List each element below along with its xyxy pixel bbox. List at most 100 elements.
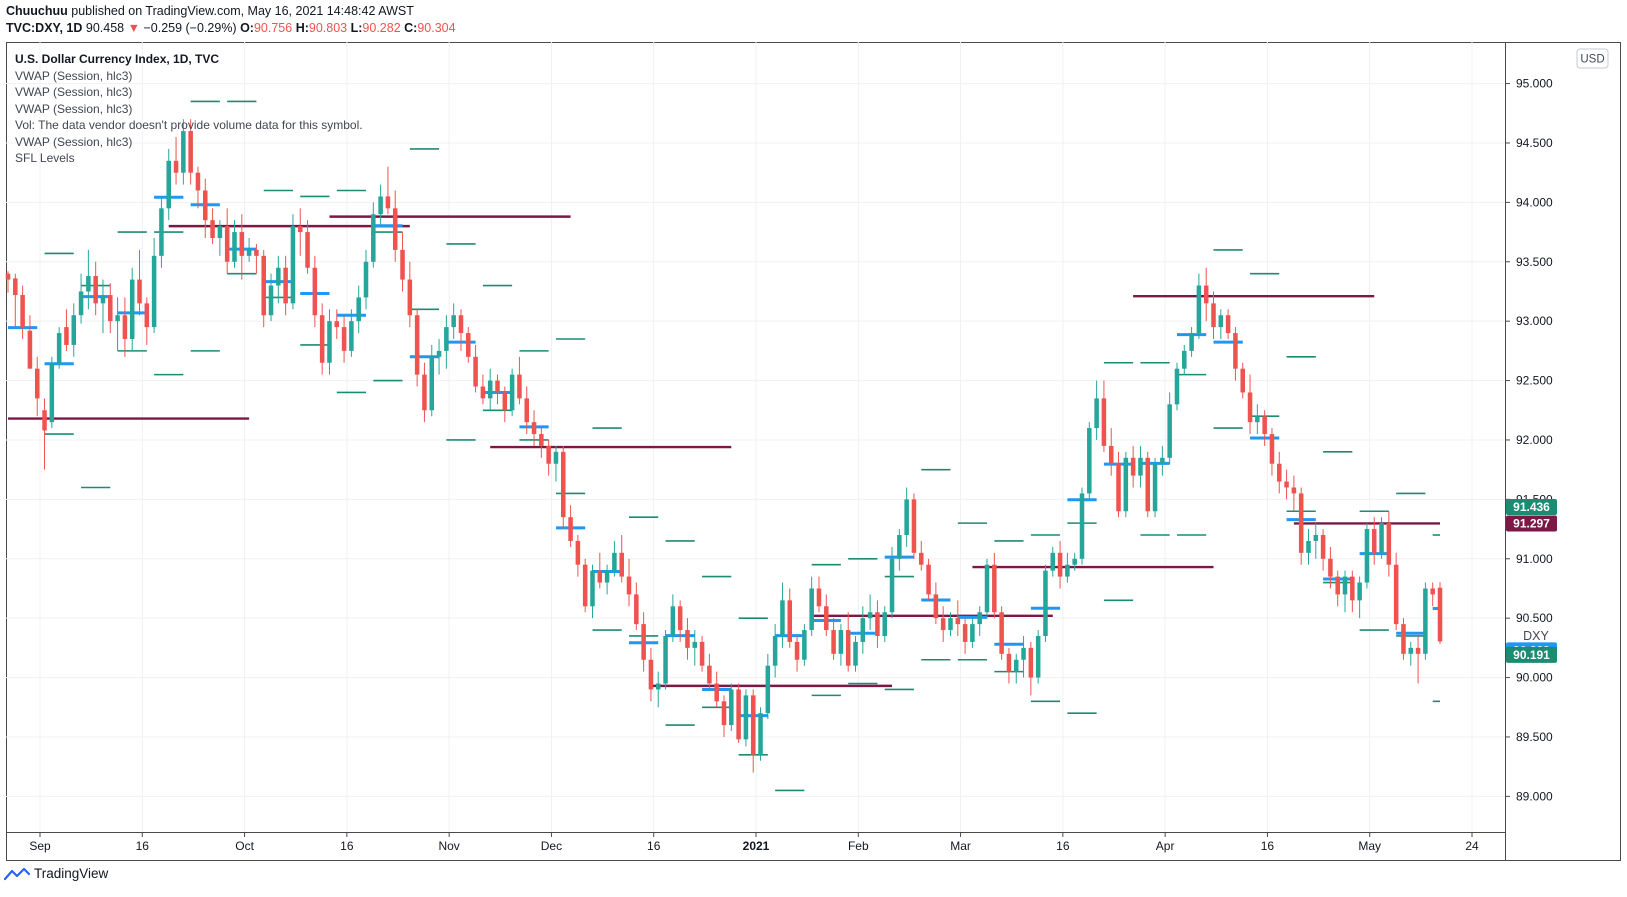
candle-body [1094, 398, 1099, 429]
published-text: published on TradingView.com, May 16, 20… [71, 4, 414, 18]
candle-body [407, 279, 413, 316]
candle-body [655, 683, 661, 690]
candle-body [838, 630, 844, 654]
candle-body [502, 392, 508, 411]
candle-body [875, 612, 880, 636]
candle-body [1379, 523, 1384, 553]
candle-body [1138, 457, 1143, 476]
low-label: L: [350, 21, 363, 35]
time-axis[interactable]: Sep 16 Oct 16 Nov Dec 16 2021 Feb Mar 16 Apr 16 May 24 [29, 832, 1479, 853]
candle-body [56, 333, 62, 363]
candle-body [999, 612, 1004, 654]
candle-body [239, 232, 245, 256]
footer-branding[interactable]: TradingView [4, 866, 108, 881]
candle-body [1152, 463, 1158, 512]
y-tick-label: 94.500 [1516, 136, 1553, 150]
y-tick-label: 89.000 [1516, 789, 1553, 803]
candle-body [1108, 445, 1114, 464]
candle-body [926, 564, 931, 595]
candle-body [78, 291, 84, 316]
currency-badge[interactable]: USD [1580, 54, 1604, 66]
candle-body [1021, 647, 1026, 660]
candle-body [1006, 653, 1012, 672]
candle-body [765, 665, 771, 714]
candle-body [1277, 463, 1282, 482]
candle-body [597, 570, 603, 583]
last-price: 90.458 [85, 21, 125, 35]
candle-body [962, 624, 968, 642]
x-tick-label: 16 [1261, 839, 1275, 853]
candle-body [64, 327, 69, 345]
candle-body [1189, 333, 1194, 351]
candle-body [1401, 624, 1406, 654]
candle-body [539, 434, 544, 446]
candle-body [422, 374, 427, 411]
legend-line-sfl-levels[interactable]: SFL Levels [15, 151, 75, 165]
candle-body [1160, 457, 1165, 464]
low-value: 90.282 [362, 21, 401, 35]
candle-body [217, 226, 223, 239]
candle-body [729, 689, 734, 726]
candle-body [349, 321, 354, 351]
candle-body [473, 356, 478, 387]
y-tick-label: 90.000 [1516, 671, 1553, 685]
candle-body [780, 600, 785, 636]
legend-line-vwap-4[interactable]: VWAP (Session, hlc3) [15, 134, 133, 149]
legend-line-volume[interactable]: Vol: The data vendor doesn't provide vol… [15, 118, 363, 132]
footer-brand: TradingView [34, 866, 109, 881]
x-tick-label: May [1358, 839, 1381, 853]
candle-body [356, 297, 361, 322]
price-label-box [1506, 498, 1557, 515]
candle-body [385, 196, 391, 209]
candle-body [246, 249, 252, 256]
candle-body [1203, 285, 1209, 304]
symbol-info: TVC:DXY, 1D 90.458 ▼ −0.259 (−0.29%) O:9… [6, 21, 456, 35]
candle-body [400, 249, 405, 280]
candle-body [1079, 493, 1085, 559]
open-value: 90.756 [253, 21, 293, 35]
candle-body [714, 683, 719, 702]
candle-body [232, 232, 237, 262]
candle-body [1218, 315, 1224, 328]
candle-body [794, 641, 800, 660]
candle-body [378, 196, 383, 215]
candle-body [1371, 529, 1377, 553]
author-name[interactable]: Chuuchuu [6, 4, 68, 18]
candle-body [626, 576, 632, 595]
candle-body [933, 594, 939, 619]
legend-line-vwap-2[interactable]: VWAP (Session, hlc3) [15, 85, 133, 99]
legend-title[interactable]: U.S. Dollar Currency Index, 1D, TVC [15, 52, 220, 66]
candle-body [451, 315, 456, 328]
close-label: C: [404, 21, 418, 35]
currency-badge-box[interactable] [1576, 48, 1609, 69]
candle-body [743, 695, 749, 740]
candle-body [517, 374, 522, 399]
candle-body [824, 606, 829, 631]
candle-body [1247, 392, 1253, 423]
y-tick-label: 89.500 [1516, 730, 1553, 744]
price-axis[interactable]: 95.000 94.500 94.000 93.500 93.000 92.500 92.0… [1505, 77, 1553, 804]
candle-body [1050, 552, 1056, 571]
candle-body [203, 190, 208, 221]
candle-body [166, 160, 171, 209]
candlesticks [5, 119, 1443, 773]
y-tick-label: 92.000 [1516, 433, 1553, 447]
candle-body [363, 261, 369, 298]
candle-body [1116, 463, 1121, 512]
price-label: 91.297 [1513, 516, 1550, 530]
legend-line-vwap-3[interactable]: VWAP (Session, hlc3) [15, 101, 133, 116]
candle-body [940, 618, 946, 631]
candle-body [553, 451, 559, 464]
candle-body [20, 295, 25, 328]
candle-body [860, 618, 866, 642]
candle-body [297, 226, 303, 233]
candle-body [181, 131, 186, 173]
candle-body [13, 278, 18, 296]
candle-body [254, 249, 259, 256]
candle-body [144, 303, 150, 328]
indicator-levels [8, 100, 1440, 792]
legend-line-vwap-1[interactable]: VWAP (Session, hlc3) [15, 68, 133, 83]
price-label: 91.436 [1513, 500, 1550, 514]
candle-body [1423, 588, 1428, 654]
